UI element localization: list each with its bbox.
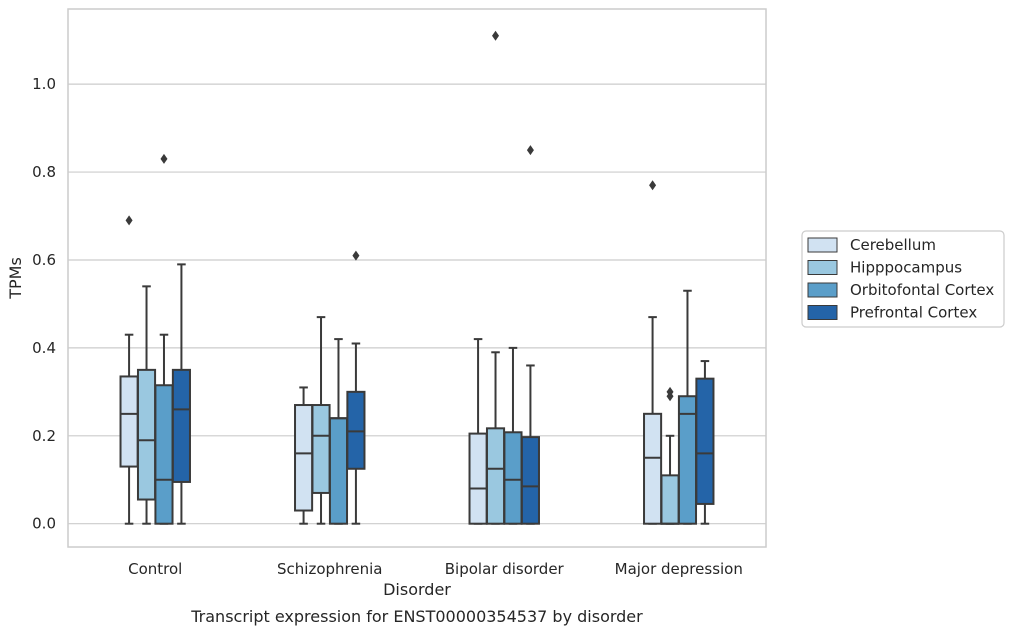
boxes-layer [119,30,715,525]
outlier-point [649,180,657,191]
plot-frame [67,8,767,548]
box-hipppocampus [311,316,331,525]
outlier-point [352,250,360,261]
y-axis-title: TPMs [6,257,25,300]
box-iqr [154,384,174,525]
legend-label: Hipppocampus [850,259,962,277]
box-iqr [468,432,488,525]
box-iqr [136,368,157,501]
x-tick-labels: Control Schizophrenia Bipolar disorder Majo… [128,560,743,578]
x-tick-label: Bipolar disorder [445,560,565,578]
box-iqr [520,436,540,525]
legend-swatch [807,237,838,253]
box-cerebellum [119,215,139,525]
x-tick-label: Major depression [615,560,743,578]
y-tick-label: 0.8 [32,163,56,181]
legend-swatch [807,282,838,298]
y-tick-label: 0.2 [32,427,56,445]
box-orbitofontal-cortex [154,153,174,525]
outlier-point [526,145,534,156]
outlier-point [666,386,674,397]
x-axis-title: Disorder [383,580,451,599]
box-iqr [328,417,349,525]
box-iqr [485,427,506,525]
y-tick-label: 0.4 [32,339,56,357]
box-prefrontal-cortex [520,145,540,525]
box-iqr [695,377,715,505]
box-hipppocampus [660,386,680,525]
box-prefrontal-cortex [346,250,366,525]
box-iqr [119,375,139,468]
box-iqr [660,474,680,525]
box-cerebellum [643,180,663,525]
legend-swatch [807,260,838,275]
box-hipppocampus [485,30,506,525]
box-cerebellum [468,338,488,525]
box-iqr [294,404,314,512]
legend-label: Orbitofontal Cortex [850,281,994,299]
box-iqr [503,431,523,525]
box-iqr [171,368,191,483]
legend-swatch [807,305,838,320]
y-tick-label: 0.6 [32,251,56,269]
y-tick-label: 0.0 [32,515,56,533]
box-iqr [677,395,698,525]
box-orbitofontal-cortex [503,346,523,525]
box-iqr [643,412,663,525]
box-prefrontal-cortex [171,263,191,525]
x-tick-label: Control [128,560,182,578]
box-hipppocampus [136,285,157,525]
outlier-point [125,215,133,226]
box-orbitofontal-cortex [677,289,698,525]
box-cerebellum [294,386,314,525]
legend-box [801,230,1005,328]
x-tick-label: Schizophrenia [277,560,382,578]
outlier-point [492,30,500,41]
box-iqr [346,390,366,470]
box-iqr [311,404,331,494]
legend-label: Prefrontal Cortex [850,304,977,322]
y-tick-label: 1.0 [32,75,56,93]
box-orbitofontal-cortex [328,338,349,525]
box-prefrontal-cortex [695,360,715,525]
legend: Cerebellum Hipppocampus Orbitofontal Corte… [801,230,1005,328]
chart-caption: Transcript expression for ENST0000035453… [190,607,643,626]
outlier-point [160,153,168,164]
y-tick-labels: 0.0 0.2 0.4 0.6 0.8 1.0 [32,75,56,533]
legend-label: Cerebellum [850,236,936,254]
